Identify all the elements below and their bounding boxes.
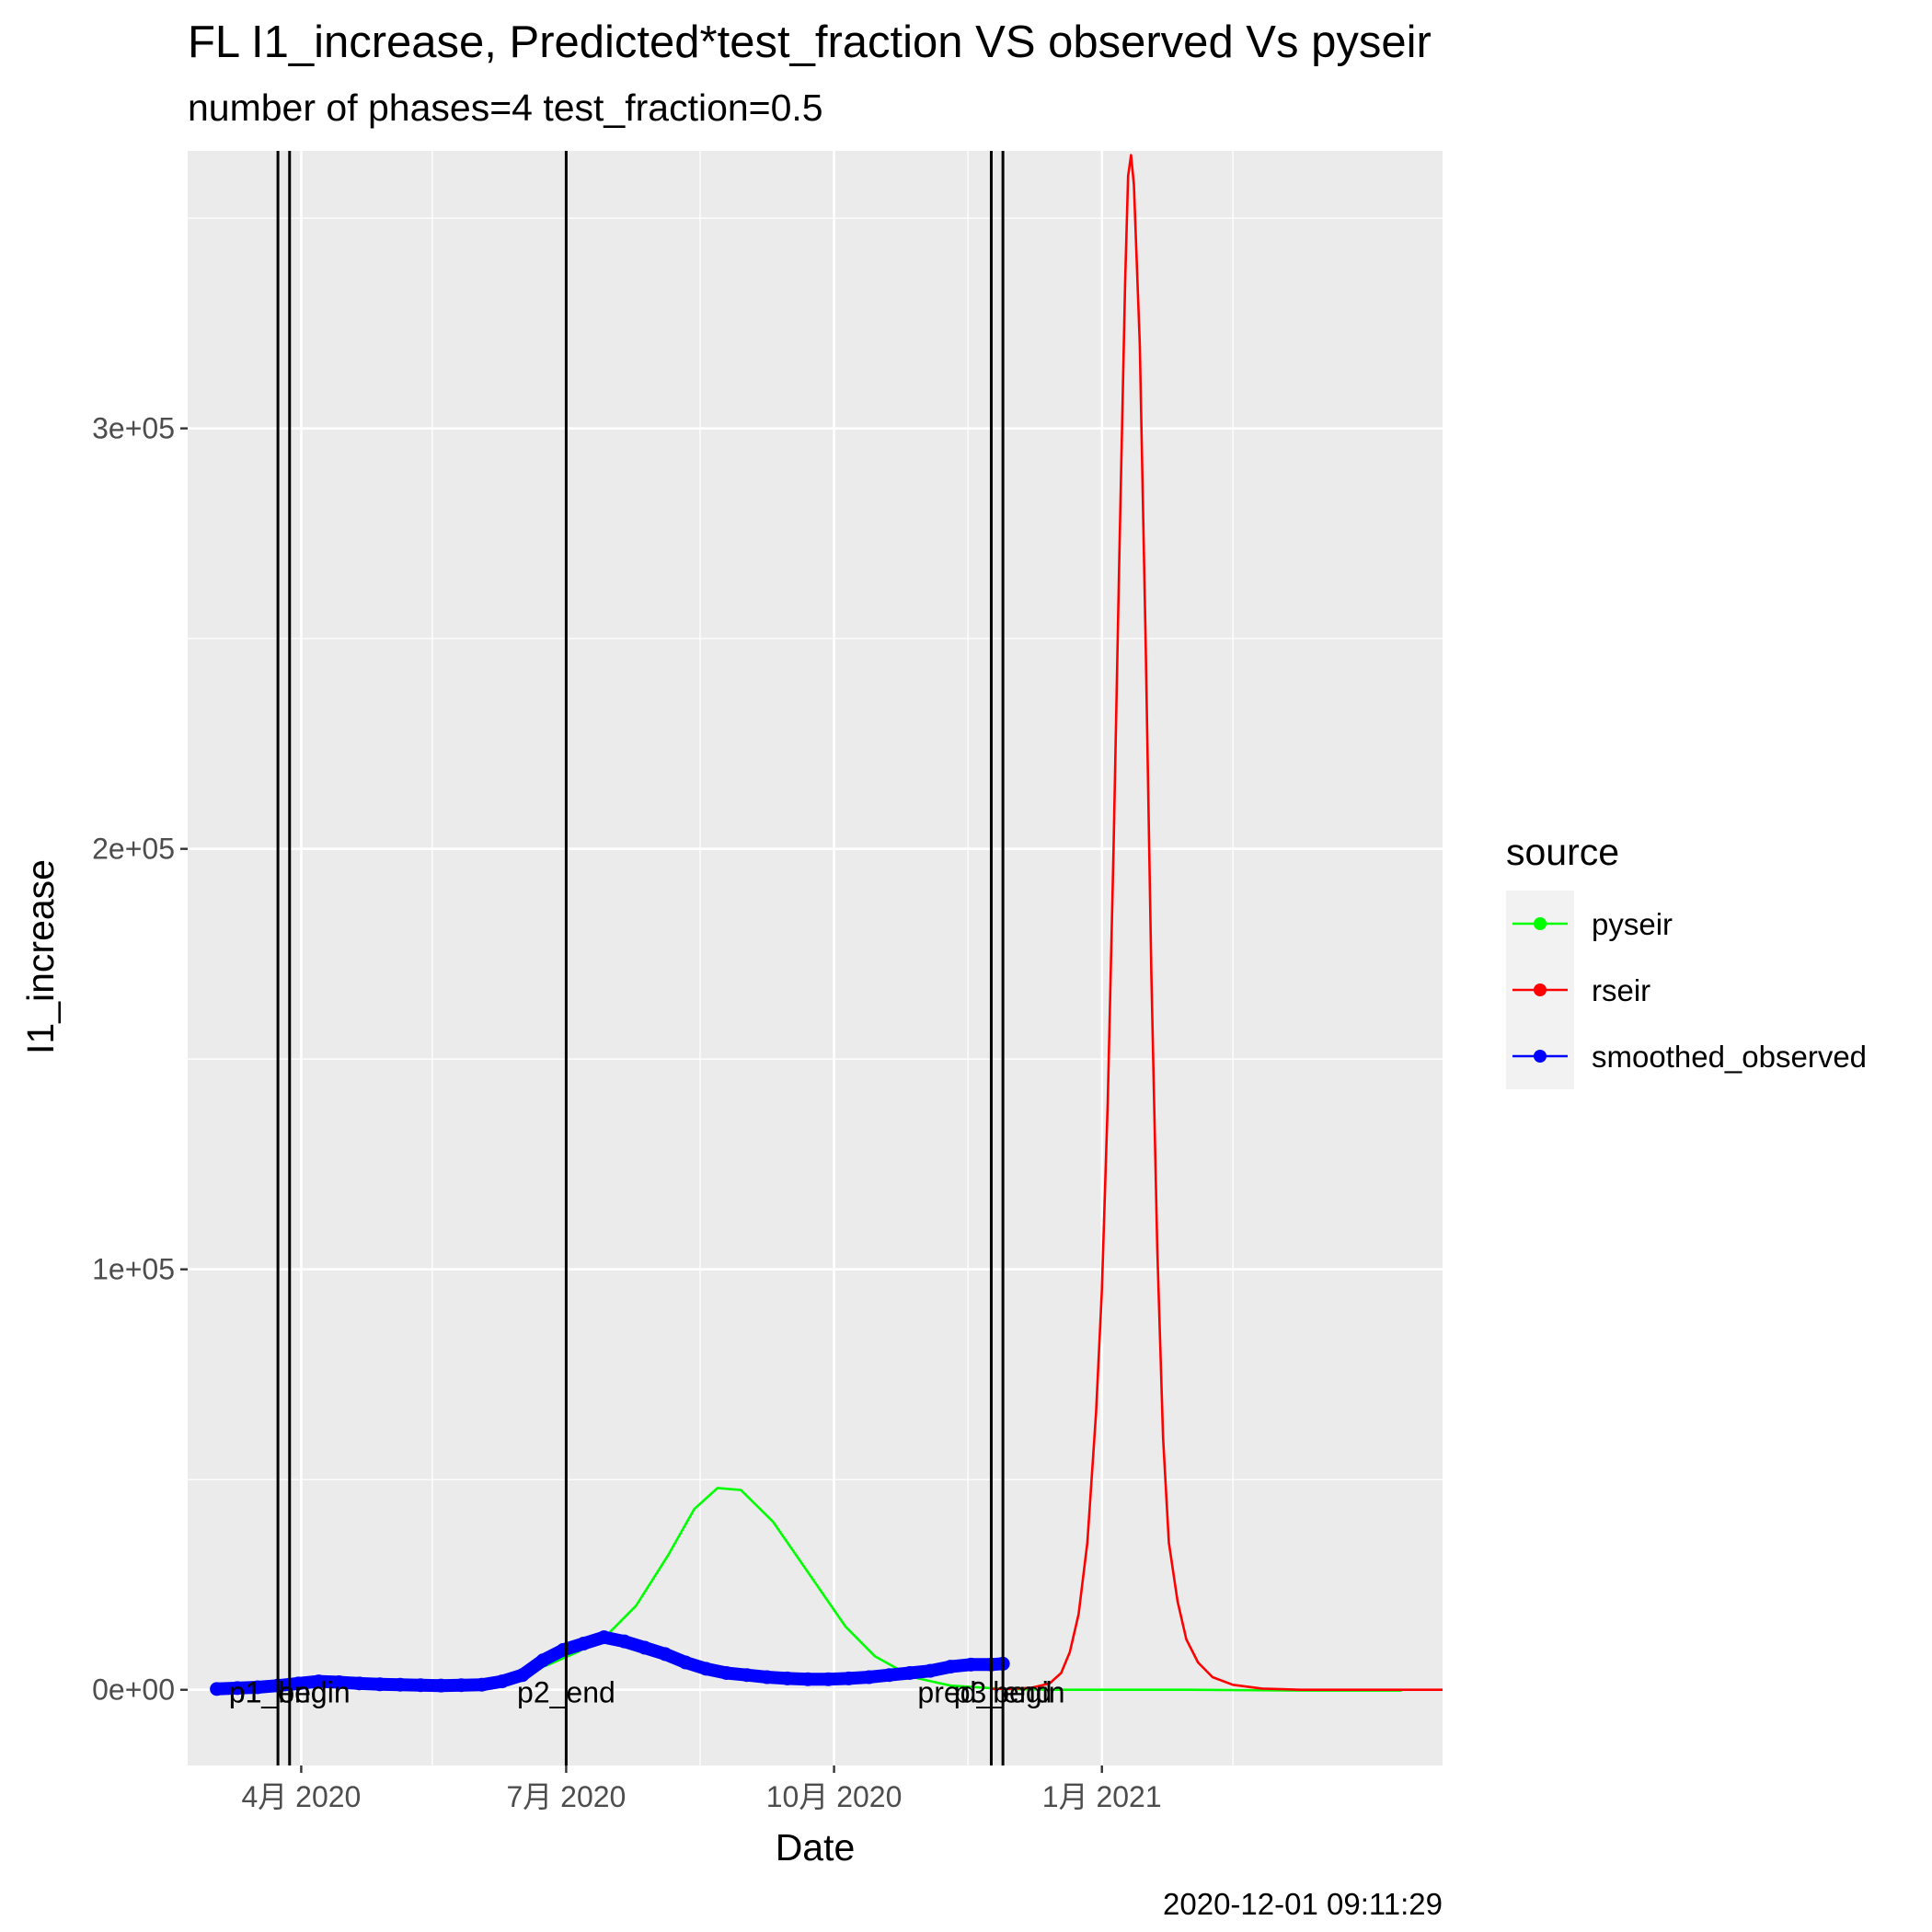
- data-point-smoothed_observed: [678, 1655, 693, 1670]
- x-tick-label: 4月 2020: [241, 1780, 361, 1813]
- y-axis: 0e+00 1e+05 2e+05 3e+05: [92, 412, 188, 1707]
- data-point-smoothed_observed: [332, 1675, 347, 1690]
- y-tick-label: 3e+05: [92, 412, 175, 445]
- data-point-smoothed_observed: [556, 1642, 570, 1657]
- legend-label: pyseir: [1592, 907, 1673, 941]
- data-point-smoothed_observed: [230, 1681, 245, 1696]
- data-point-smoothed_observed: [923, 1663, 937, 1678]
- data-point-smoothed_observed: [433, 1678, 448, 1693]
- chart-subtitle: number of phases=4 test_fraction=0.5: [188, 86, 823, 129]
- data-point-smoothed_observed: [617, 1634, 632, 1649]
- data-point-smoothed_observed: [780, 1671, 795, 1685]
- x-tick-label: 7月 2020: [506, 1780, 626, 1813]
- x-axis-title: Date: [776, 1826, 856, 1869]
- data-point-smoothed_observed: [658, 1647, 673, 1662]
- legend-key-point: [1534, 1050, 1547, 1063]
- data-point-smoothed_observed: [393, 1677, 408, 1692]
- data-point-smoothed_observed: [475, 1677, 489, 1692]
- legend-label: rseir: [1592, 973, 1650, 1007]
- legend-label: smoothed_observed: [1592, 1040, 1867, 1074]
- x-tick-label: 1月 2021: [1042, 1780, 1162, 1813]
- data-point-smoothed_observed: [210, 1682, 224, 1696]
- data-point-smoothed_observed: [515, 1668, 530, 1683]
- legend-key-point: [1534, 983, 1547, 996]
- chart-title: FL I1_increase, Predicted*test_fraction …: [188, 17, 1432, 67]
- data-point-smoothed_observed: [821, 1672, 835, 1686]
- phase-label: p1_begin: [229, 1676, 351, 1709]
- phase-label: p3_end: [954, 1676, 1052, 1709]
- data-point-smoothed_observed: [413, 1678, 428, 1693]
- data-point-smoothed_observed: [862, 1670, 877, 1685]
- series-line-smoothed_observed: [210, 1630, 1010, 1696]
- caption: 2020-12-01 09:11:29: [1163, 1887, 1443, 1921]
- legend-key-point: [1534, 917, 1547, 930]
- data-point-smoothed_observed: [800, 1672, 815, 1686]
- series-layer: [210, 154, 1443, 1696]
- data-point-smoothed_observed: [719, 1665, 733, 1680]
- phase-label: p2_end: [517, 1676, 615, 1709]
- data-point-smoothed_observed: [597, 1630, 612, 1645]
- data-point-smoothed_observed: [903, 1665, 917, 1680]
- data-point-smoothed_observed: [698, 1662, 713, 1676]
- y-tick-label: 0e+00: [92, 1673, 175, 1707]
- minor-gridlines: [167, 151, 1443, 1765]
- data-point-smoothed_observed: [841, 1671, 856, 1685]
- y-tick-label: 2e+05: [92, 833, 175, 866]
- data-point-smoothed_observed: [576, 1636, 591, 1650]
- data-point-smoothed_observed: [638, 1640, 652, 1655]
- data-point-smoothed_observed: [352, 1676, 367, 1691]
- series-line-rseir: [991, 154, 1443, 1691]
- legend-title: source: [1506, 831, 1619, 873]
- data-point-smoothed_observed: [311, 1674, 326, 1689]
- phase-label: p1_end: [229, 1676, 328, 1709]
- plot-background: [188, 151, 1443, 1765]
- phase-label: pred_begin: [917, 1676, 1064, 1709]
- legend: source pyseir rseir smoothed_observed: [1506, 831, 1867, 1089]
- data-point-smoothed_observed: [963, 1657, 978, 1672]
- y-tick-label: 1e+05: [92, 1253, 175, 1286]
- data-point-smoothed_observed: [454, 1678, 468, 1693]
- data-point-smoothed_observed: [291, 1676, 305, 1691]
- data-point-smoothed_observed: [740, 1668, 754, 1683]
- data-point-smoothed_observed: [495, 1674, 510, 1689]
- data-point-smoothed_observed: [943, 1660, 958, 1674]
- data-point-smoothed_observed: [760, 1670, 775, 1685]
- x-tick-label: 10月 2020: [766, 1780, 903, 1813]
- data-point-smoothed_observed: [373, 1677, 387, 1692]
- data-point-smoothed_observed: [882, 1668, 897, 1683]
- data-point-smoothed_observed: [250, 1680, 265, 1695]
- x-axis: 4月 2020 7月 2020 10月 2020 1月 2021: [241, 1765, 1162, 1813]
- y-axis-title: I1_increase: [19, 859, 62, 1054]
- data-point-smoothed_observed: [535, 1653, 550, 1668]
